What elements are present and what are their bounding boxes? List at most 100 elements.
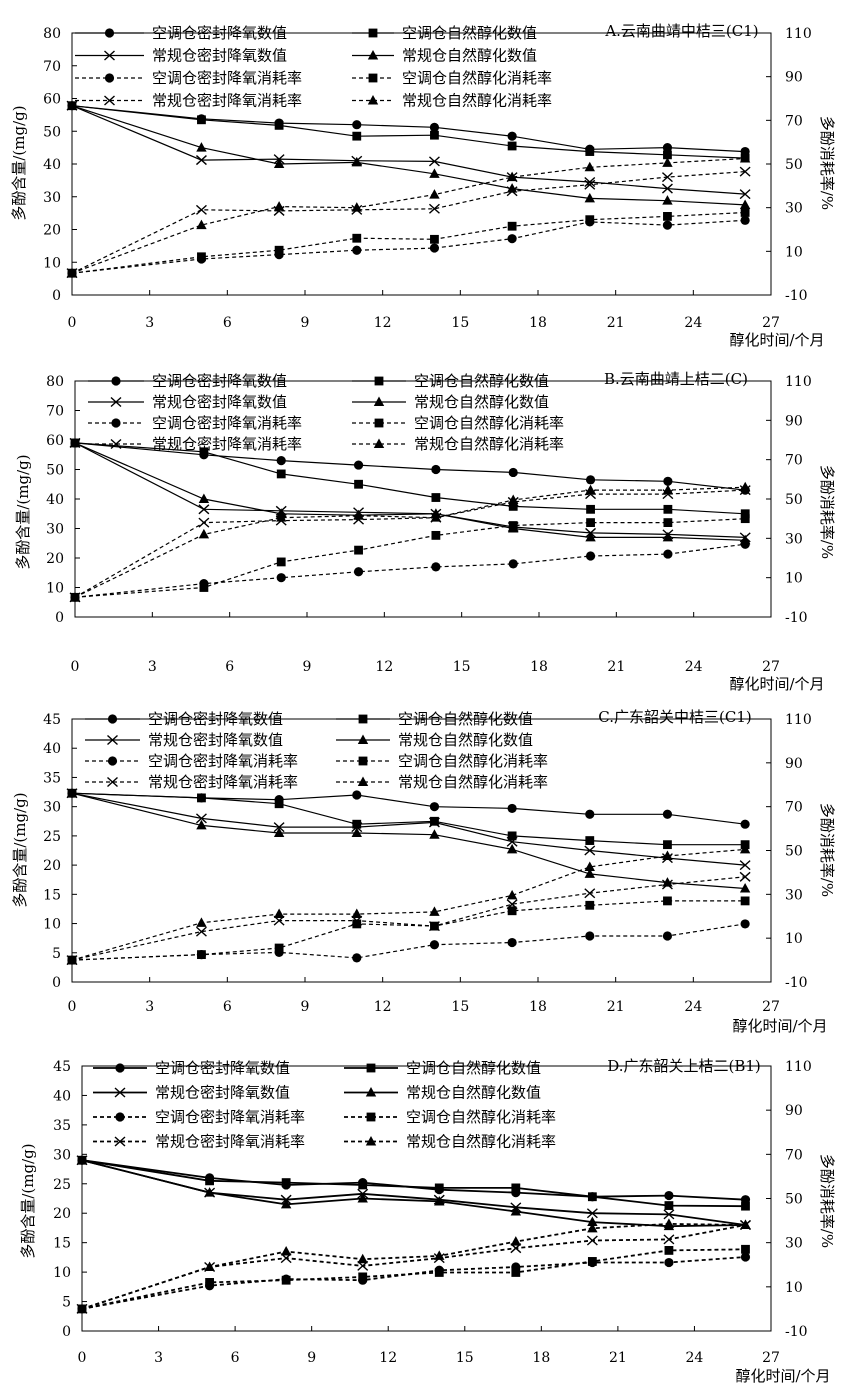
data-point [508, 501, 518, 511]
data-point [429, 189, 440, 199]
legend-marker [365, 1136, 377, 1146]
data-point [584, 176, 596, 188]
data-point [274, 245, 284, 255]
data-point [662, 157, 673, 167]
legend-marker [114, 1136, 126, 1147]
y-tick-label: 10 [43, 255, 61, 271]
legend-label: 常规仓密封降氧数值 [152, 47, 287, 65]
data-point [197, 115, 206, 125]
data-point [351, 822, 363, 833]
data-point [585, 215, 595, 225]
series-2 [69, 437, 751, 543]
x-tick-label: 9 [301, 999, 310, 1015]
y-tick-label: 80 [43, 26, 61, 42]
data-point [429, 906, 440, 916]
data-point [352, 819, 362, 829]
data-point [358, 1272, 368, 1282]
x-tick-label: 18 [532, 1350, 550, 1366]
data-point [506, 171, 518, 182]
data-point [585, 475, 596, 485]
legend-label: 常规仓密封降氧数值 [152, 393, 287, 411]
legend-marker [358, 714, 368, 724]
data-point [353, 460, 364, 470]
x-tick-label: 6 [223, 999, 232, 1015]
series-line [71, 105, 746, 206]
data-point [663, 896, 672, 906]
y-tick-label: 35 [43, 770, 61, 786]
data-point [663, 212, 672, 221]
y-tick-label: 30 [46, 522, 64, 538]
data-point [430, 816, 439, 826]
legend-label: 空调仓自然醇化消耗率 [414, 414, 564, 432]
y-tick-label: 60 [43, 92, 61, 108]
y-tick-label: 15 [43, 887, 61, 903]
data-point [739, 860, 751, 871]
y-tick-label: 0 [62, 1324, 71, 1340]
data-point [586, 1235, 598, 1246]
y2-tick-label: 50 [785, 157, 803, 173]
legend-label: 空调仓自然醇化消耗率 [398, 752, 548, 770]
data-point [663, 504, 673, 514]
data-point [276, 573, 286, 583]
y2-tick-label: 50 [785, 844, 803, 860]
legend-entry: 常规仓密封降氧数值 [85, 731, 283, 749]
y2-tick-label: 30 [785, 1236, 803, 1252]
data-point [586, 504, 595, 514]
data-point [76, 1154, 88, 1165]
data-point [506, 836, 518, 847]
data-point [205, 1278, 214, 1287]
legend-entry: 常规仓密封降氧数值 [93, 1084, 290, 1102]
y-axis-label: 多酚含量/(mg/g) [11, 792, 29, 907]
series-3 [66, 100, 751, 209]
data-point [196, 219, 207, 230]
legend-marker [104, 50, 115, 61]
x-tick-label: 15 [456, 1350, 474, 1366]
legend-label: 空调仓密封降氧消耗率 [148, 752, 298, 770]
legend-entry: 空调仓自然醇化数值 [344, 1059, 541, 1077]
series-line [71, 923, 746, 961]
y2-tick-label: 110 [785, 26, 812, 42]
data-point [740, 1219, 751, 1229]
legend-label: 空调仓自然醇化消耗率 [406, 1108, 556, 1126]
y2-tick-label: 30 [785, 531, 803, 547]
y-tick-label: 0 [55, 610, 64, 626]
legend-entry: 常规仓密封降氧数值 [88, 393, 287, 411]
x-tick-label: 0 [68, 315, 77, 331]
legend-entry: 空调仓密封降氧数值 [75, 24, 287, 42]
series-line [71, 792, 746, 846]
data-point [664, 1201, 674, 1210]
x-tick-label: 3 [145, 999, 154, 1015]
chart-panel-b: 0 10 20 30 40 50 60 70 80 -10 10 30 50 70 90 110 0 3 6 9 12 1… [14, 370, 836, 693]
y2-tick-label: -10 [785, 1324, 808, 1340]
data-point [434, 1183, 444, 1193]
panel-title: A.云南曲靖中桔三(C1) [604, 22, 758, 40]
data-point [739, 199, 751, 209]
legend-entry: 常规仓自然醇化数值 [344, 1084, 541, 1102]
series-line [71, 792, 746, 866]
data-point [664, 1190, 674, 1201]
y2-tick-label: 30 [785, 201, 803, 217]
data-point [662, 809, 673, 819]
legend-label: 常规仓密封降氧消耗率 [148, 773, 298, 791]
series-line [81, 1159, 746, 1201]
y2-tick-label: 110 [785, 374, 812, 390]
data-point [197, 252, 206, 262]
data-point [584, 868, 595, 878]
legend-marker [110, 438, 122, 450]
series-line [81, 1256, 746, 1310]
legend-label: 常规仓自然醇化数值 [398, 731, 533, 749]
legend-label: 空调仓密封降氧消耗率 [152, 414, 302, 432]
series-5 [67, 208, 750, 278]
legend-entry: 常规仓密封降氧消耗率 [85, 773, 298, 791]
data-point [431, 464, 441, 475]
x-tick-label: 21 [607, 659, 625, 675]
series-line [71, 171, 746, 274]
data-point [276, 557, 286, 567]
legend-entry: 空调仓密封降氧消耗率 [88, 414, 302, 432]
data-point [205, 1176, 214, 1186]
y-tick-label: 35 [53, 1118, 71, 1134]
legend-marker [357, 776, 369, 786]
legend-label: 常规仓自然醇化数值 [402, 47, 537, 65]
data-point [428, 203, 440, 214]
y-tick-label: 50 [43, 124, 61, 140]
